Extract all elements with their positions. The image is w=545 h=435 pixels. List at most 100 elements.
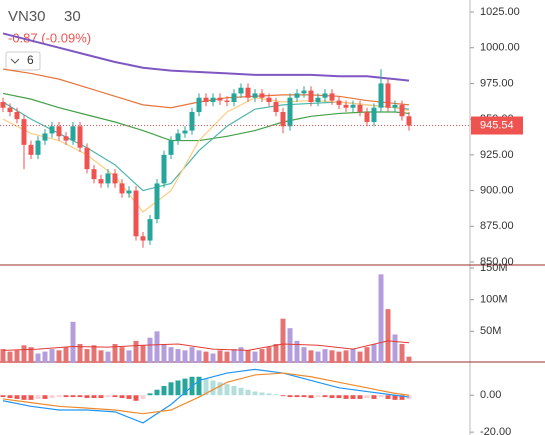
volume-bar xyxy=(364,347,370,363)
candle-body xyxy=(224,100,230,102)
candle-body xyxy=(322,93,328,98)
macd-histogram-bar xyxy=(77,395,83,398)
volume-bar xyxy=(42,351,48,363)
candle-body xyxy=(378,83,384,108)
candle-body xyxy=(189,112,195,131)
candle-body xyxy=(196,97,202,112)
macd-histogram-bar xyxy=(329,395,335,398)
macd-histogram-bar xyxy=(147,393,153,396)
macd-histogram-bar xyxy=(210,380,216,396)
candle-body xyxy=(182,130,188,134)
volume-bar xyxy=(252,351,258,363)
candle-body xyxy=(21,119,27,145)
candle-body xyxy=(119,183,125,194)
volume-bar xyxy=(343,350,349,363)
volume-bar xyxy=(112,344,118,363)
candle-body xyxy=(308,90,314,102)
indicator-line xyxy=(2,368,410,424)
candle-body xyxy=(140,236,146,241)
candle-body xyxy=(245,87,251,98)
y-tick-label: 0.00 xyxy=(480,389,501,401)
macd-histogram-bar xyxy=(56,395,62,398)
candle-body xyxy=(280,112,286,127)
macd-histogram-bar xyxy=(133,395,139,401)
volume-bar xyxy=(266,347,272,363)
volume-bar xyxy=(287,328,293,363)
candle-body xyxy=(175,133,181,141)
volume-bar xyxy=(308,350,314,363)
volume-bar xyxy=(147,337,153,363)
volume-bar xyxy=(357,351,363,363)
candle-body xyxy=(28,144,34,155)
macd-histogram-bar xyxy=(70,395,76,398)
macd-histogram-bar xyxy=(385,395,391,399)
interval: 30 xyxy=(64,8,81,25)
volume-bar xyxy=(399,344,405,363)
y-tick-label: 1025.00 xyxy=(480,6,520,18)
candle-body xyxy=(42,133,48,141)
y-tick-label: 900.00 xyxy=(480,184,514,196)
volume-bar xyxy=(140,345,146,363)
y-tick-label: 875.00 xyxy=(480,220,514,232)
macd-histogram-bar xyxy=(28,395,34,400)
volume-bar xyxy=(91,345,97,363)
macd-histogram-bar xyxy=(301,395,307,398)
volume-bar xyxy=(154,331,160,363)
macd-histogram-bar xyxy=(7,395,13,398)
candle-body xyxy=(217,97,223,101)
indicator-line xyxy=(2,372,410,415)
candle-body xyxy=(371,107,377,122)
candle-body xyxy=(364,112,370,122)
volume-bar xyxy=(126,350,132,363)
volume-bar xyxy=(21,345,27,363)
macd-histogram-bar xyxy=(42,395,48,399)
y-tick-label: 150M xyxy=(480,262,508,274)
macd-histogram-bar xyxy=(217,382,223,396)
macd-histogram-bar xyxy=(154,389,160,396)
macd-histogram-bar xyxy=(357,395,363,399)
candle-body xyxy=(98,179,104,184)
volume-bar xyxy=(231,349,237,363)
volume-bar xyxy=(406,356,412,363)
volume-bar xyxy=(189,347,195,363)
candle-body xyxy=(7,107,13,112)
macd-histogram-bar xyxy=(322,395,328,398)
candle-body xyxy=(49,126,55,134)
candle-body xyxy=(0,102,6,108)
volume-bar xyxy=(301,347,307,363)
candle-body xyxy=(385,83,391,108)
candle-body xyxy=(70,126,76,141)
y-tick-label: 100M xyxy=(480,294,508,306)
indicator-toggle[interactable] xyxy=(5,51,41,71)
candle-body xyxy=(259,93,265,98)
macd-histogram-bar xyxy=(84,395,90,398)
volume-bar xyxy=(294,340,300,363)
volume-bar xyxy=(105,351,111,363)
macd-histogram-bar xyxy=(91,395,97,398)
volume-bar xyxy=(329,350,335,363)
candle-body xyxy=(91,169,97,180)
volume-bar xyxy=(7,351,13,363)
macd-histogram-bar xyxy=(392,395,398,400)
indicator-line xyxy=(2,340,410,351)
macd-histogram-bar xyxy=(35,395,41,399)
volume-bar xyxy=(217,350,223,363)
macd-histogram-bar xyxy=(0,395,6,398)
y-tick-label: 50M xyxy=(480,325,501,337)
macd-histogram-bar xyxy=(175,380,181,396)
volume-bar xyxy=(35,353,41,363)
macd-histogram-bar xyxy=(343,395,349,399)
macd-histogram-bar xyxy=(336,395,342,398)
volume-bar xyxy=(49,349,55,363)
volume-bar xyxy=(56,350,62,363)
y-tick-label: -20.00 xyxy=(480,426,511,435)
candle-body xyxy=(133,190,139,237)
macd-histogram-bar xyxy=(231,386,237,396)
volume-bar xyxy=(70,321,76,363)
candle-body xyxy=(77,126,83,148)
macd-histogram-bar xyxy=(98,395,104,398)
volume-bar xyxy=(63,347,69,363)
candle-body xyxy=(112,173,118,184)
volume-bar xyxy=(77,344,83,363)
